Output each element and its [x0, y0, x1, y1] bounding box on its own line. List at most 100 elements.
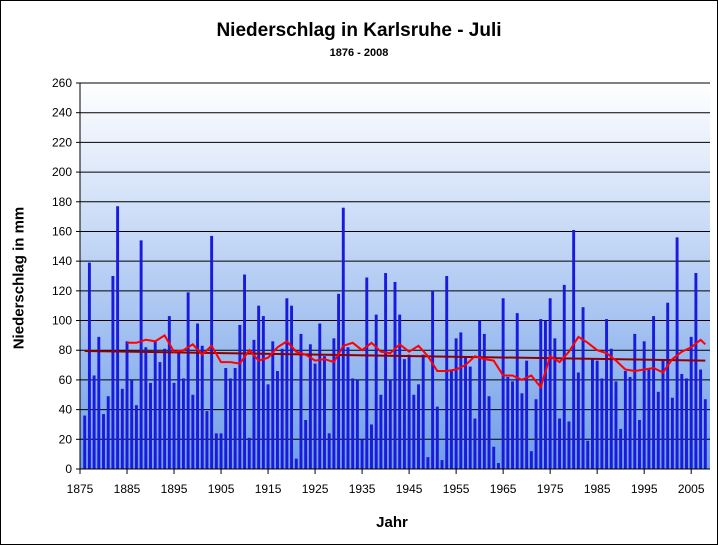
bar [431, 290, 435, 469]
y-tick-label: 120 [52, 284, 72, 298]
bar [482, 333, 486, 469]
bar [520, 393, 524, 469]
bar [562, 284, 566, 469]
bar [360, 439, 364, 469]
bar [266, 384, 270, 469]
bar [572, 229, 576, 469]
bar [261, 316, 265, 469]
bar [280, 348, 284, 469]
bar [694, 273, 698, 469]
bar [308, 344, 312, 469]
bar [191, 394, 195, 469]
bar [83, 415, 87, 469]
bar [346, 347, 350, 469]
bar [515, 313, 519, 469]
bar [642, 341, 646, 469]
bar [445, 276, 449, 469]
bar [341, 207, 345, 469]
x-tick-label: 1895 [161, 482, 188, 496]
x-tick-label: 1965 [490, 482, 517, 496]
bar [628, 376, 632, 469]
bar [685, 378, 688, 469]
y-tick-label: 100 [52, 314, 72, 328]
y-tick-label: 160 [52, 224, 72, 238]
y-tick-label: 140 [52, 254, 72, 268]
bar [337, 293, 341, 469]
x-tick-label: 2005 [678, 482, 705, 496]
bar [393, 281, 397, 469]
bar [591, 359, 594, 469]
bar [134, 405, 138, 469]
bar [421, 354, 425, 469]
bar [388, 379, 392, 469]
bar [478, 320, 482, 469]
bar [313, 363, 317, 469]
bar [351, 378, 355, 469]
bar [703, 399, 707, 469]
x-tick-label: 1905 [208, 482, 235, 496]
bar [473, 418, 477, 469]
bar [398, 314, 402, 469]
bar [304, 420, 308, 469]
bar [102, 414, 105, 469]
bar [116, 206, 120, 469]
y-tick-label: 20 [59, 432, 73, 446]
chart-subtitle: 1876 - 2008 [329, 47, 389, 59]
bar [699, 369, 703, 469]
bar [666, 302, 670, 469]
bar [619, 428, 623, 469]
bar [647, 369, 651, 469]
bar [407, 354, 411, 469]
bar [661, 359, 665, 469]
bar [87, 262, 91, 469]
bar [652, 316, 656, 469]
bar [153, 341, 157, 469]
bar [214, 433, 218, 469]
bar [417, 384, 420, 469]
bar [219, 433, 223, 469]
bar [567, 421, 571, 469]
bar [247, 437, 251, 469]
x-tick-label: 1885 [114, 482, 141, 496]
bar [379, 394, 383, 469]
y-tick-label: 40 [59, 403, 73, 417]
x-tick-label: 1925 [302, 482, 329, 496]
bar [384, 273, 388, 469]
bar [558, 418, 562, 469]
moving-average-line [127, 334, 706, 390]
bar [492, 446, 496, 469]
bar [459, 332, 463, 469]
y-tick-label: 80 [59, 343, 73, 357]
x-tick-label: 1995 [631, 482, 658, 496]
bar [454, 338, 458, 469]
bar [435, 406, 439, 469]
bar [318, 323, 322, 469]
bar [149, 382, 152, 469]
bar [125, 341, 129, 469]
bar [534, 399, 538, 469]
bar [576, 372, 580, 469]
bar [97, 336, 101, 469]
bar [370, 424, 373, 469]
bar [205, 411, 209, 469]
bar [670, 397, 674, 469]
bar [290, 305, 294, 469]
bar [130, 379, 134, 469]
bar [511, 381, 514, 469]
bar [327, 433, 331, 469]
bar [543, 320, 547, 469]
bar [638, 420, 641, 469]
bar [271, 341, 275, 469]
bar [233, 368, 237, 469]
bar [355, 379, 359, 469]
bar [609, 348, 613, 469]
bar [200, 345, 204, 469]
bar [139, 240, 143, 469]
bar [285, 298, 289, 469]
x-axis-label: Jahr [376, 514, 408, 531]
bar [605, 319, 609, 469]
bar [539, 319, 543, 469]
bar [252, 339, 256, 469]
bar [228, 378, 232, 469]
